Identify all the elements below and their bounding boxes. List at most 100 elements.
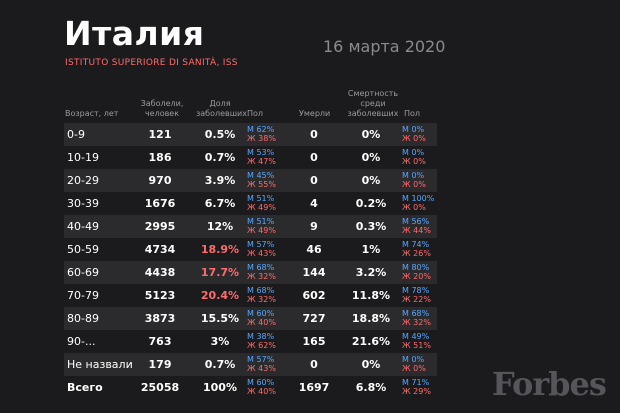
table-row: 20-29 970 3.9% М 45% Ж 55% 0 0% М 0% Ж 0% [64, 169, 437, 192]
age-cell: 10-19 [67, 151, 99, 164]
share-cell: 3.9% [204, 174, 236, 187]
female-share: Ж 43% [247, 249, 276, 258]
gender-split-cases: М 68% Ж 32% [247, 286, 276, 304]
died-cell: 0 [310, 358, 318, 371]
died-cell: 727 [302, 312, 326, 325]
female-share: Ж 38% [247, 134, 276, 143]
rate-cell: 3.2% [355, 266, 387, 279]
age-cell: 90-... [67, 335, 96, 348]
share-cell: 17.7% [200, 266, 240, 279]
column-header-sick: Заболели, человек [140, 99, 184, 118]
male-share: М 60% [247, 309, 275, 318]
age-cell: 80-89 [67, 312, 99, 325]
gender-split-cases: М 51% Ж 49% [247, 217, 276, 235]
rate-cell: 0.3% [355, 220, 387, 233]
male-share: М 53% [247, 148, 275, 157]
gender-split-deaths: М 71% Ж 29% [402, 378, 431, 396]
female-share: Ж 32% [247, 295, 276, 304]
male-share: М 62% [247, 125, 275, 134]
column-header-died: Умерли [299, 109, 331, 118]
male-share: М 68% [247, 286, 275, 295]
gender-split-cases: М 60% Ж 40% [247, 309, 276, 327]
table-row-total: Всего 25058 100% М 60% Ж 40% 1697 6.8% М 71% Ж 2… [64, 376, 437, 399]
male-share: М 0% [402, 148, 425, 157]
page-title: Италия [64, 14, 205, 53]
female-share: Ж 0% [402, 180, 426, 189]
female-share: Ж 49% [247, 226, 276, 235]
gender-split-cases: М 68% Ж 32% [247, 263, 276, 281]
gender-split-cases: М 38% Ж 62% [247, 332, 276, 350]
share-cell: 0.7% [204, 358, 236, 371]
table-row: 30-39 1676 6.7% М 51% Ж 49% 4 0.2% М 100% Ж 0% [64, 192, 437, 215]
rate-cell: 1% [361, 243, 381, 256]
share-cell: 12% [206, 220, 234, 233]
died-cell: 0 [310, 151, 318, 164]
rate-cell: 0% [361, 358, 381, 371]
table-row: 10-19 186 0.7% М 53% Ж 47% 0 0% М 0% Ж 0% [64, 146, 437, 169]
gender-split-deaths: М 56% Ж 44% [402, 217, 431, 235]
died-cell: 0 [310, 128, 318, 141]
share-cell: 6.7% [204, 197, 236, 210]
female-share: Ж 44% [402, 226, 431, 235]
died-cell: 0 [310, 174, 318, 187]
male-share: М 51% [247, 217, 275, 226]
male-share: М 38% [247, 332, 275, 341]
sick-cell: 3873 [144, 312, 176, 325]
age-cell: 50-59 [67, 243, 99, 256]
column-header-gender-deaths: Пол [404, 109, 421, 118]
died-cell: 46 [306, 243, 322, 256]
age-cell: Не назвали [67, 358, 133, 371]
rate-cell: 0% [361, 174, 381, 187]
male-share: М 57% [247, 355, 275, 364]
sick-cell: 763 [148, 335, 172, 348]
age-cell: 0-9 [67, 128, 85, 141]
table-row: 70-79 5123 20.4% М 68% Ж 32% 602 11.8% М 78% Ж 2… [64, 284, 437, 307]
sick-cell: 970 [148, 174, 172, 187]
male-share: М 51% [247, 194, 275, 203]
rate-cell: 0% [361, 128, 381, 141]
column-header-rate: Смертность среди заболевших [347, 89, 399, 118]
died-cell: 1697 [298, 381, 330, 394]
table-row: 0-9 121 0.5% М 62% Ж 38% 0 0% М 0% Ж 0% [64, 123, 437, 146]
female-share: Ж 22% [402, 295, 431, 304]
table-row: 60-69 4438 17.7% М 68% Ж 32% 144 3.2% М 80% Ж 20… [64, 261, 437, 284]
gender-split-cases: М 57% Ж 43% [247, 355, 276, 373]
male-share: М 0% [402, 125, 425, 134]
age-cell: 30-39 [67, 197, 99, 210]
male-share: М 74% [402, 240, 430, 249]
died-cell: 9 [310, 220, 318, 233]
male-share: М 80% [402, 263, 430, 272]
died-cell: 165 [302, 335, 326, 348]
age-cell: 40-49 [67, 220, 99, 233]
male-share: М 0% [402, 171, 425, 180]
female-share: Ж 0% [402, 364, 426, 373]
female-share: Ж 49% [247, 203, 276, 212]
column-header-age: Возраст, лет [65, 109, 119, 118]
male-share: М 57% [247, 240, 275, 249]
forbes-logo: Forbes [492, 365, 607, 403]
column-header-share: Доля заболевших [196, 99, 247, 118]
source-label: ISTITUTO SUPERIORE DI SANITÀ, ISS [65, 58, 238, 68]
male-share: М 78% [402, 286, 430, 295]
sick-cell: 121 [148, 128, 172, 141]
female-share: Ж 0% [402, 157, 426, 166]
table-row: 40-49 2995 12% М 51% Ж 49% 9 0.3% М 56% Ж 44% [64, 215, 437, 238]
gender-split-deaths: М 0% Ж 0% [402, 171, 426, 189]
age-cell: 70-79 [67, 289, 99, 302]
female-share: Ж 29% [402, 387, 431, 396]
died-cell: 602 [302, 289, 326, 302]
rate-cell: 6.8% [355, 381, 387, 394]
female-share: Ж 62% [247, 341, 276, 350]
share-cell: 3% [210, 335, 230, 348]
gender-split-cases: М 60% Ж 40% [247, 378, 276, 396]
gender-split-deaths: М 0% Ж 0% [402, 125, 426, 143]
male-share: М 71% [402, 378, 430, 387]
sick-cell: 186 [148, 151, 172, 164]
gender-split-deaths: М 78% Ж 22% [402, 286, 431, 304]
gender-split-deaths: М 100% Ж 0% [402, 194, 434, 212]
female-share: Ж 20% [402, 272, 431, 281]
male-share: М 100% [402, 194, 435, 203]
gender-split-cases: М 51% Ж 49% [247, 194, 276, 212]
gender-split-deaths: М 49% Ж 51% [402, 332, 431, 350]
table-row: 80-89 3873 15.5% М 60% Ж 40% 727 18.8% М 68% Ж 3… [64, 307, 437, 330]
